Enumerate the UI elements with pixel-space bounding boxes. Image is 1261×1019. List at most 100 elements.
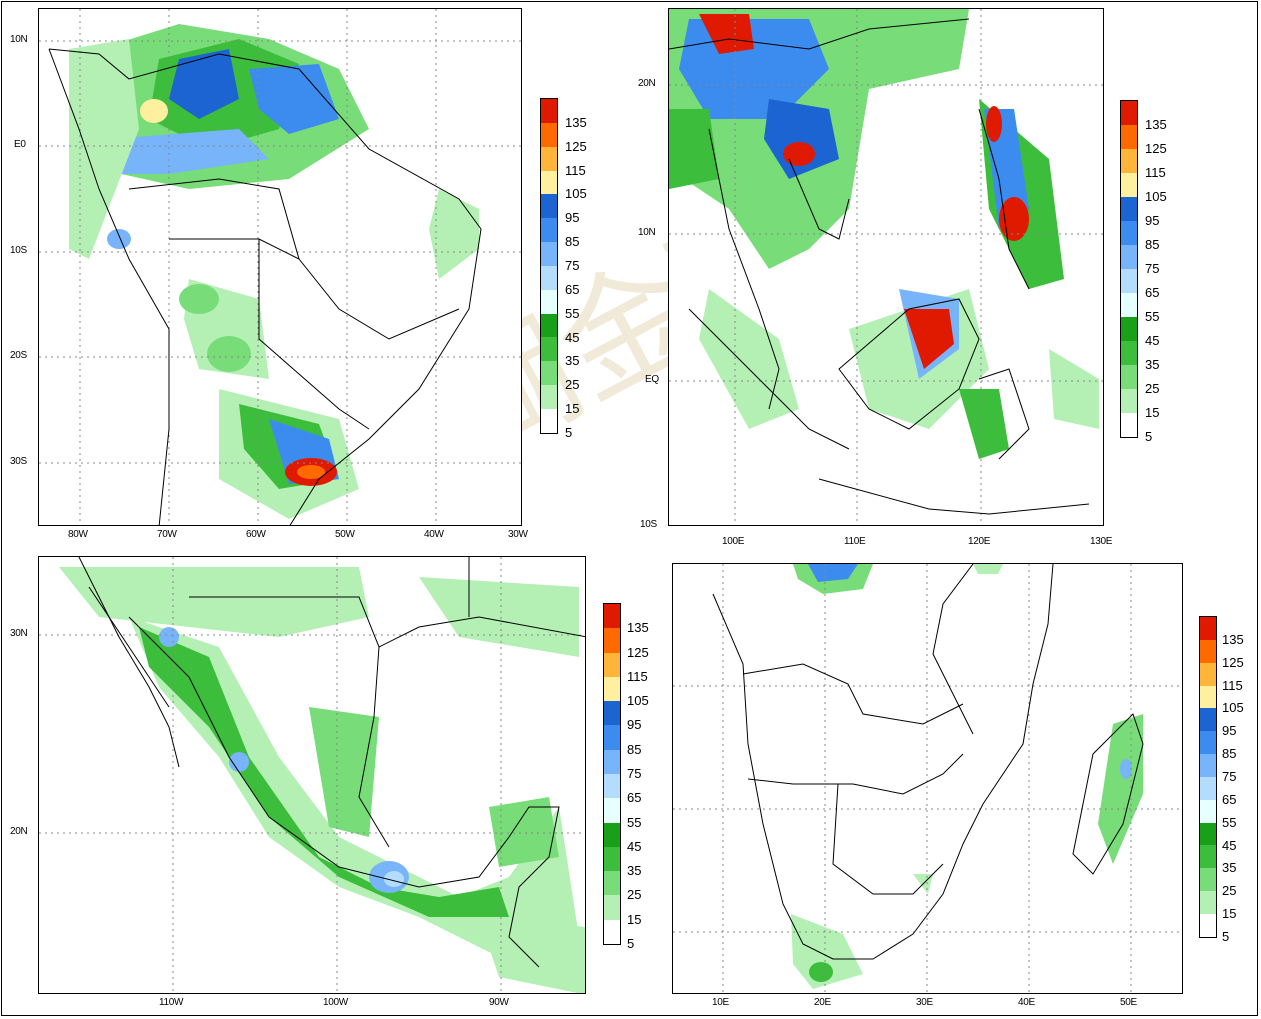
lat-tick: E0 (14, 139, 26, 150)
colorbar-swatch (541, 146, 557, 171)
grid-lines (673, 564, 1182, 993)
colorbar-swatch (1121, 293, 1137, 317)
colorbar-swatch (1200, 913, 1216, 937)
colorbar-swatch (541, 313, 557, 338)
colorbar-swatch (541, 218, 557, 243)
colorbar-swatch (541, 408, 557, 433)
colorbar-label: 5 (1222, 929, 1230, 944)
colorbar-label: 55 (1222, 814, 1237, 830)
colorbar-swatch (1200, 799, 1216, 823)
colorbar-label: 65 (627, 790, 642, 806)
colorbar-swatch (541, 122, 557, 147)
colorbar-swatch (541, 194, 557, 219)
colorbar-label: 105 (1222, 700, 1244, 716)
lon-tick: 50E (1120, 997, 1137, 1008)
colorbar-label: 75 (1145, 261, 1160, 276)
colorbar-mexico (603, 603, 621, 945)
colorbar-label: 125 (627, 644, 649, 660)
colorbar-label: 95 (1145, 213, 1160, 228)
colorbar-label: 115 (1222, 677, 1243, 693)
map-southern-africa[interactable] (672, 563, 1183, 994)
lat-tick: 20N (638, 78, 656, 89)
colorbar-label: 35 (1222, 860, 1237, 876)
colorbar-swatch (1121, 269, 1137, 293)
lat-tick: 10N (638, 227, 656, 238)
colorbar-label: 65 (565, 281, 580, 297)
colorbar-swatch (604, 652, 620, 677)
colorbar-swatch (1121, 173, 1137, 197)
colorbar-label: 25 (627, 887, 642, 903)
colorbar-swatch (1200, 617, 1216, 640)
colorbar-swatch (1121, 341, 1137, 365)
lon-tick: 30E (916, 997, 933, 1008)
colorbar-swatch (604, 749, 620, 774)
coastlines (78, 557, 585, 968)
colorbar-label: 75 (565, 258, 580, 273)
lon-tick: 110E (844, 536, 866, 547)
lon-tick: 40W (424, 529, 444, 540)
lon-tick: 120E (968, 536, 991, 547)
colorbar-label: 135 (1222, 631, 1244, 647)
colorbar-swatch (604, 871, 620, 896)
lon-tick: 110W (159, 997, 184, 1008)
colorbar-swatch (541, 242, 557, 266)
colorbar-swatch (604, 628, 620, 653)
colorbar-swatch (1121, 197, 1137, 221)
colorbar-label: 55 (565, 305, 580, 321)
colorbar-label: 55 (1145, 309, 1160, 324)
precip-shading (669, 9, 1099, 459)
colorbar-label: 105 (565, 186, 587, 202)
colorbar-label: 95 (627, 717, 642, 733)
colorbar-label: 115 (565, 162, 586, 178)
colorbar-swatch (604, 676, 620, 702)
colorbar-swatch (1200, 776, 1216, 800)
lon-tick: 40E (1018, 997, 1035, 1008)
map-south-america[interactable] (38, 8, 522, 526)
lon-tick: 100W (323, 997, 348, 1008)
colorbar-swatch (541, 361, 557, 386)
colorbar-swatch (1121, 413, 1137, 437)
colorbar-label: 75 (1222, 769, 1237, 784)
colorbar-swatch (604, 798, 620, 823)
colorbar-label: 15 (1222, 906, 1237, 922)
colorbar-label: 65 (1222, 791, 1237, 807)
lat-tick: EQ (645, 374, 659, 385)
colorbar-label: 85 (627, 741, 642, 757)
colorbar-label: 65 (1145, 285, 1160, 300)
lon-tick: 130E (1090, 536, 1113, 547)
colorbar-swatch (1200, 754, 1216, 777)
colorbar-swatch (541, 385, 557, 409)
colorbar-label: 15 (565, 401, 580, 417)
colorbar-swatch (541, 265, 557, 290)
colorbar-label: 15 (627, 911, 642, 927)
map-southeast-asia[interactable] (668, 8, 1104, 526)
colorbar-south-america (540, 98, 558, 434)
lat-tick: 10N (10, 34, 28, 45)
colorbar-label: 35 (627, 863, 642, 879)
lon-tick: 20E (814, 997, 831, 1008)
colorbar-label: 25 (1222, 883, 1237, 899)
lon-tick: 70W (157, 529, 177, 540)
grid-lines (39, 557, 585, 993)
coastlines (669, 18, 1090, 515)
map-mexico[interactable] (38, 556, 586, 994)
colorbar-swatch (1121, 365, 1137, 389)
colorbar-swatch (541, 337, 557, 362)
colorbar-swatch (604, 895, 620, 920)
colorbar-swatch (604, 919, 620, 944)
coastlines (712, 564, 1144, 960)
lon-tick: 100E (722, 536, 745, 547)
colorbar-swatch (541, 99, 557, 123)
colorbar-swatch (541, 170, 557, 195)
colorbar-southern-africa (1199, 616, 1217, 938)
colorbar-label: 85 (565, 234, 580, 250)
colorbar-swatch (1200, 868, 1216, 892)
colorbar-label: 95 (1222, 723, 1237, 739)
colorbar-swatch (1200, 731, 1216, 755)
lon-tick: 50W (335, 529, 355, 540)
map-southeast-asia-svg (669, 9, 1103, 525)
colorbar-label: 5 (627, 936, 635, 951)
lon-tick: 30W (508, 529, 528, 540)
colorbar-label: 5 (1145, 429, 1153, 444)
colorbar-label: 125 (565, 138, 587, 154)
